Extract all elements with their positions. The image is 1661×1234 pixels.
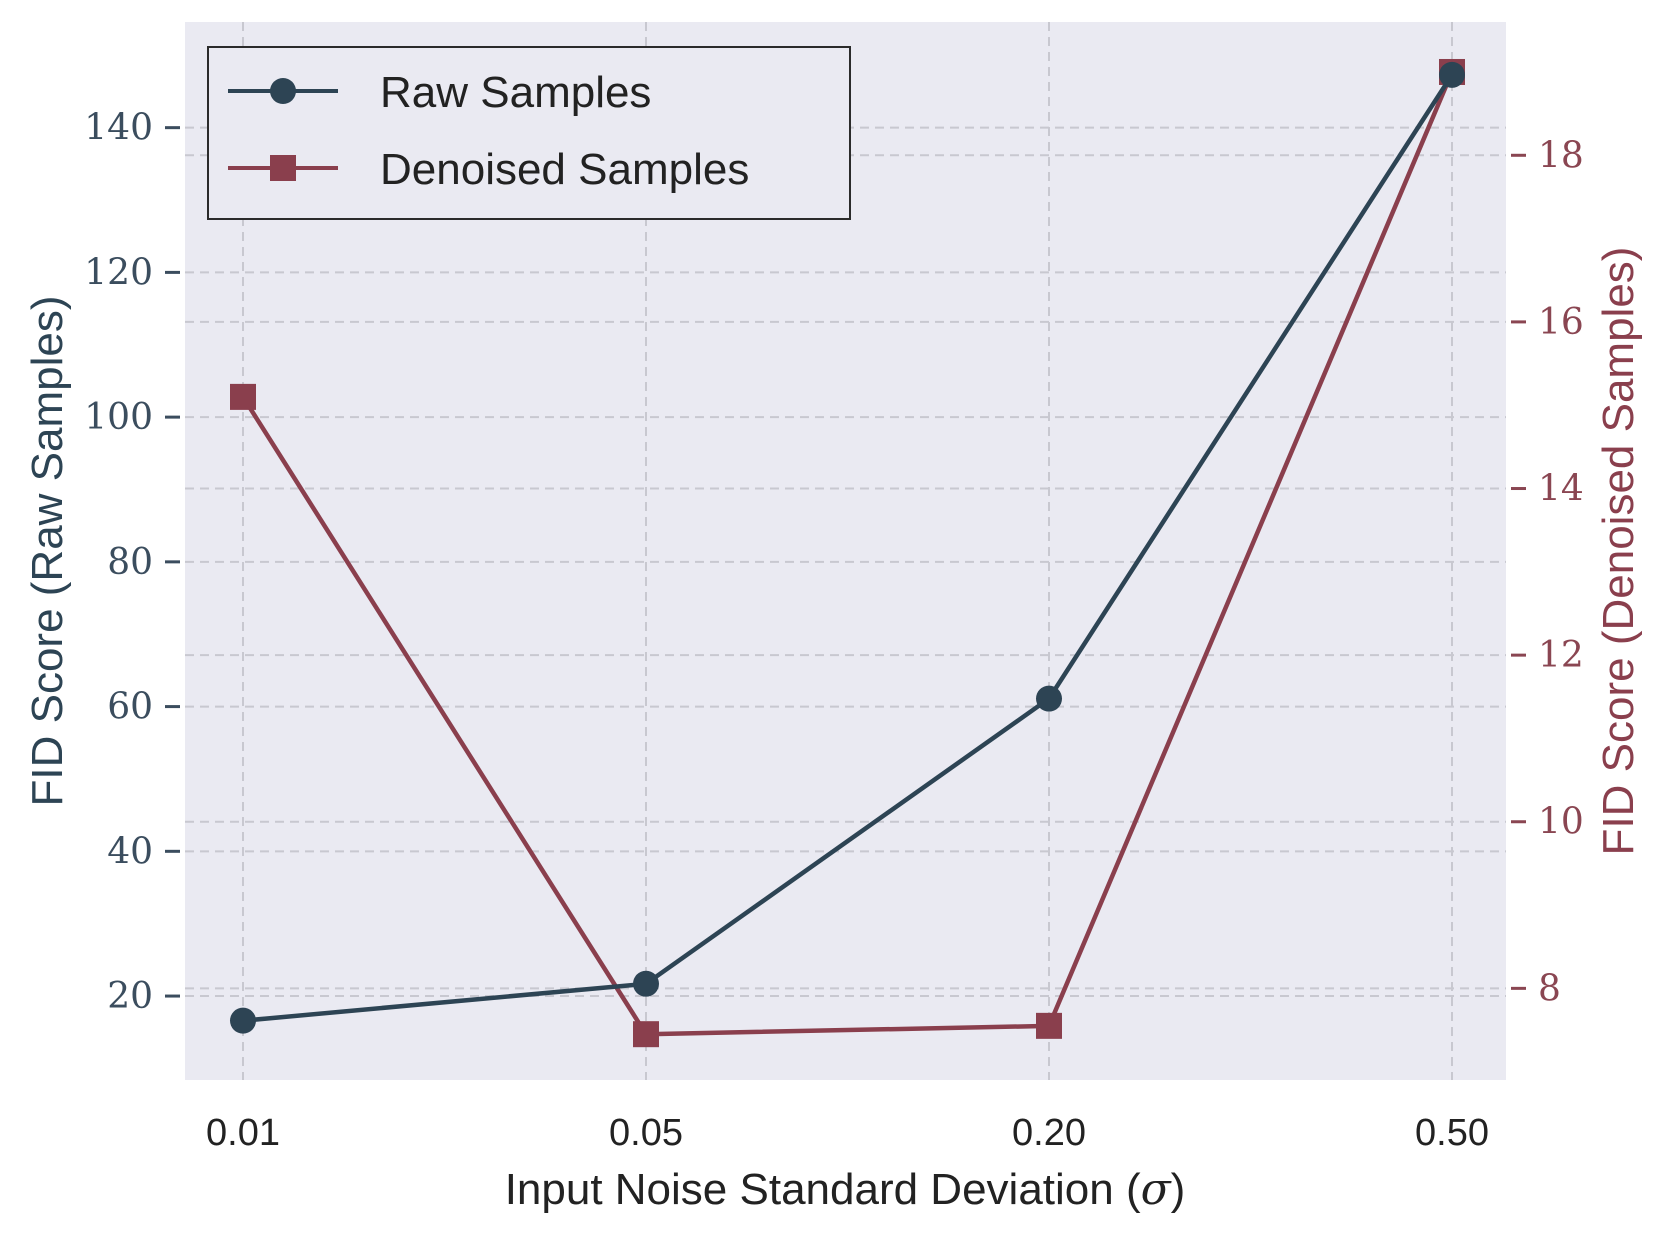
y-left-tick-label: 20 <box>107 976 153 1017</box>
y-right-tick-label: 12 <box>1538 635 1584 676</box>
x-axis-label-text: Input Noise Standard Deviation ( <box>505 1165 1141 1214</box>
denoised-samples-point <box>633 1021 659 1048</box>
y-left-tick-label: 40 <box>107 831 153 872</box>
legend-label-denoised: Denoised Samples <box>380 145 749 194</box>
raw-samples-point <box>1439 61 1465 88</box>
legend-marker-denoised <box>270 155 296 181</box>
axis-ticks: 0.01 0.05 0.20 0.50 20 40 60 80 100 120 140 8 10 12 14… <box>84 108 1584 1154</box>
raw-samples-point <box>230 1007 256 1034</box>
x-tick-label: 0.01 <box>206 1112 280 1154</box>
y-left-tick-label: 100 <box>84 397 153 438</box>
legend-marker-raw <box>270 78 296 104</box>
x-axis-label-close: ) <box>1171 1165 1186 1214</box>
raw-samples-line <box>242 73 1454 1023</box>
x-tick-label: 0.05 <box>609 1112 683 1154</box>
y-right-tick-label: 8 <box>1538 968 1561 1009</box>
denoised-samples-point <box>1036 1012 1062 1039</box>
raw-samples-point <box>1036 685 1062 712</box>
series-layer <box>230 58 1465 1048</box>
y-right-tick-label: 18 <box>1538 135 1584 176</box>
x-axis-label: Input Noise Standard Deviation (σ) <box>505 1164 1186 1215</box>
y-left-tick-label: 120 <box>84 252 153 293</box>
y-right-tick-label: 16 <box>1538 302 1584 343</box>
y-left-tick-label: 140 <box>84 108 153 149</box>
y-left-tick-label: 80 <box>107 542 153 583</box>
x-tick-label: 0.50 <box>1415 1112 1489 1154</box>
y-right-tick-label: 10 <box>1538 802 1584 843</box>
legend-label-raw: Raw Samples <box>380 68 651 117</box>
raw-samples-point <box>633 970 659 997</box>
y-left-tick-label: 60 <box>107 687 153 728</box>
y-right-tick-label: 14 <box>1538 469 1584 510</box>
sigma-symbol: σ <box>1141 1164 1173 1215</box>
denoised-samples-line <box>241 71 1455 1037</box>
y-left-axis-label: FID Score (Raw Samples) <box>23 295 72 806</box>
legend: Raw Samples Denoised Samples <box>207 46 851 220</box>
legend-frame <box>207 46 851 220</box>
denoised-samples-point <box>230 383 256 410</box>
y-right-axis-label: FID Score (Denoised Samples) <box>1594 247 1643 856</box>
x-tick-label: 0.20 <box>1012 1112 1086 1154</box>
